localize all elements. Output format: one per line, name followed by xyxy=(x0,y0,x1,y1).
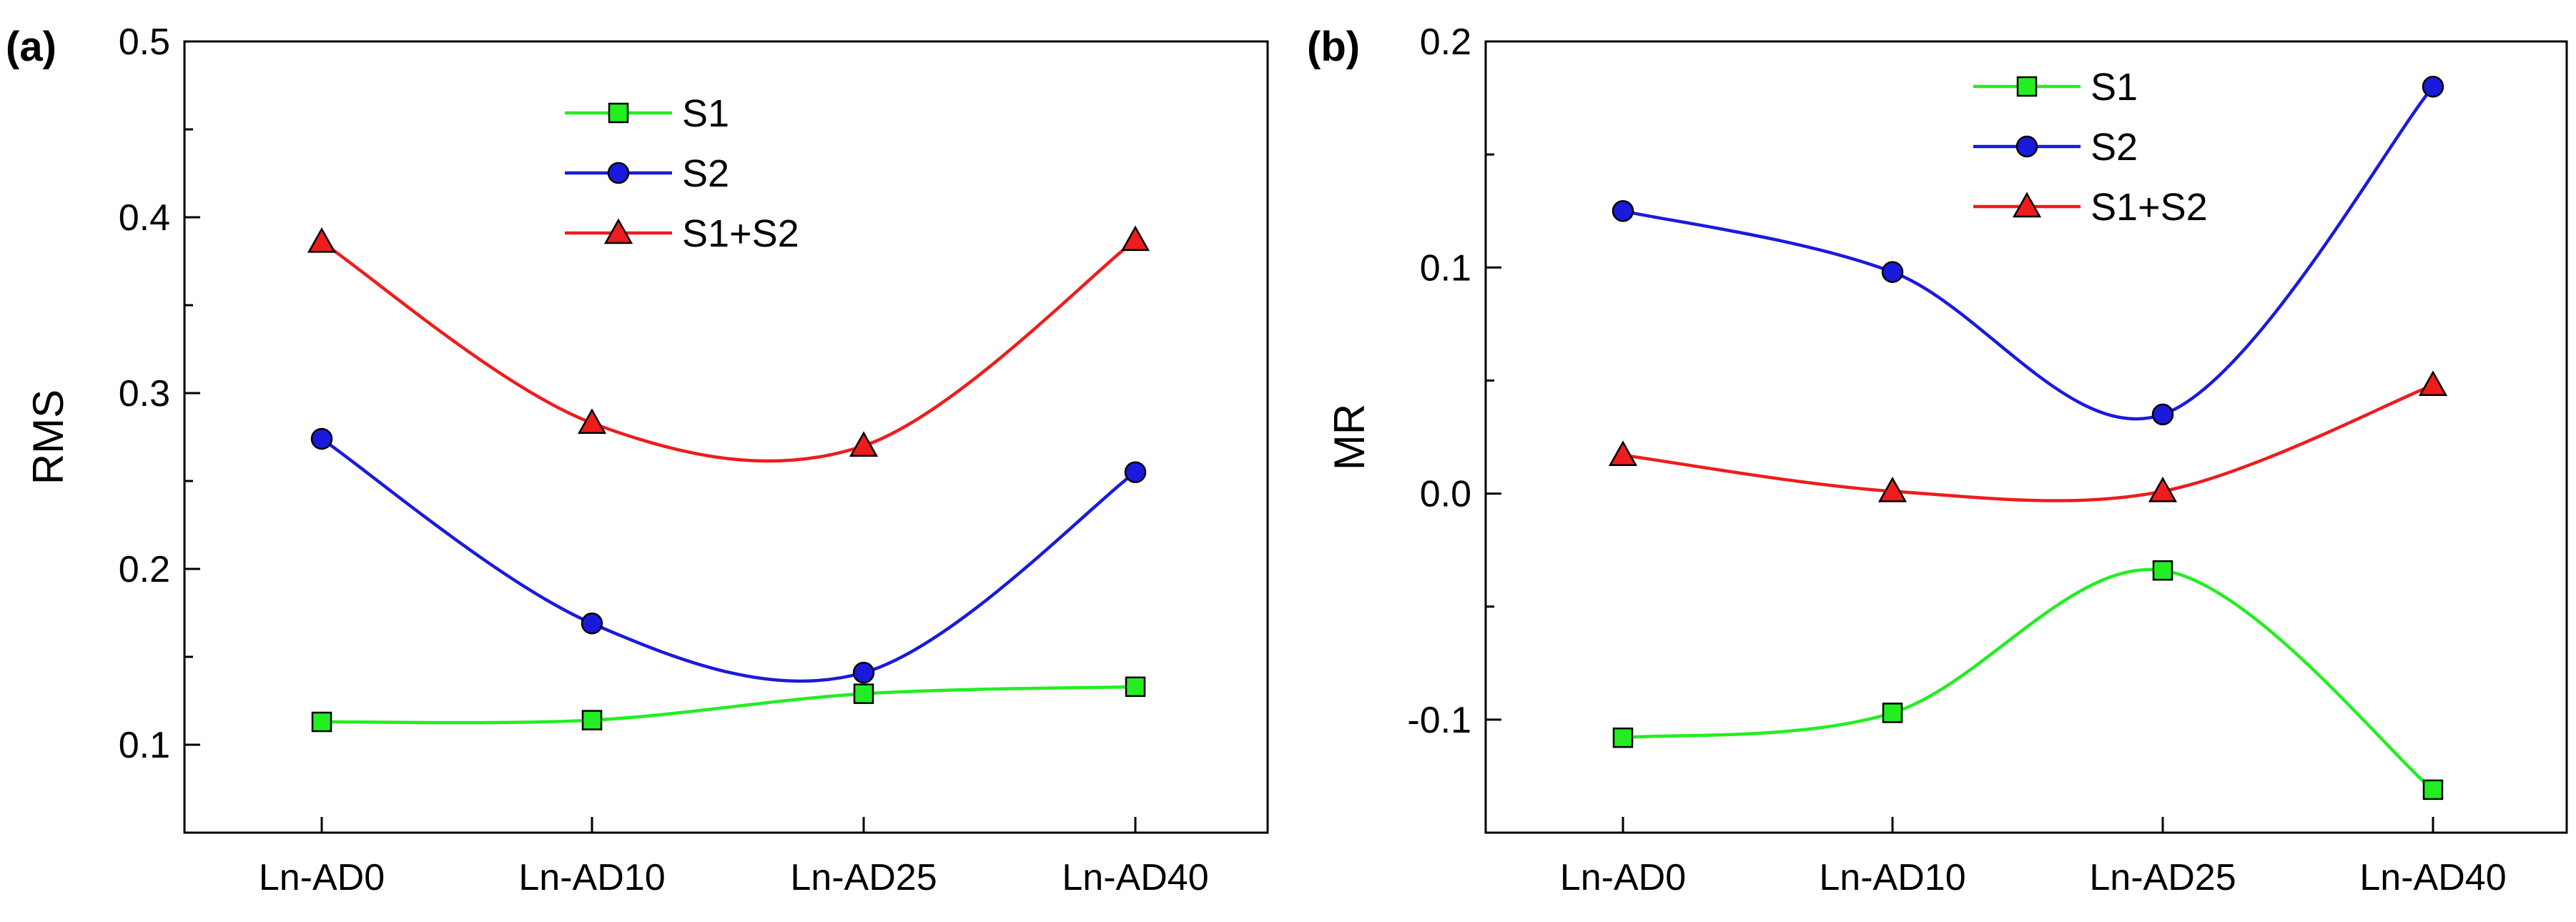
x-tick-label: Ln-AD10 xyxy=(518,857,665,898)
series-S1+S2 xyxy=(307,225,1150,463)
data-point xyxy=(581,710,603,730)
legend: S1 S2 S1+S2 xyxy=(1973,66,2208,229)
data-point xyxy=(311,711,332,733)
data-point xyxy=(852,661,875,684)
series-S1 xyxy=(1612,560,2444,800)
data-point xyxy=(853,683,874,704)
plot-frame xyxy=(183,40,1269,834)
data-point xyxy=(1608,440,1638,467)
legend-label: S1 xyxy=(2091,66,2138,109)
x-tick-label: Ln-AD25 xyxy=(2089,857,2236,898)
y-tick-label: 0.3 xyxy=(119,373,170,415)
series-line xyxy=(321,685,1136,725)
data-point xyxy=(581,613,603,635)
chart-panel-1: (a) 0.1 0.2 0.3 0.4 0.5 Ln-AD0 Ln-AD10 Ln-AD25 Ln… xyxy=(6,21,1269,898)
data-point xyxy=(1612,727,1634,748)
series-S2 xyxy=(1612,76,2444,426)
x-tick-label: Ln-AD25 xyxy=(790,857,937,898)
legend-label: S1 xyxy=(682,92,729,135)
legend-marker xyxy=(2015,135,2038,158)
series-S2 xyxy=(310,427,1147,684)
series-line xyxy=(1622,85,2434,421)
x-tick-label: Ln-AD40 xyxy=(2359,857,2506,898)
y-tick-label: 0.0 xyxy=(1420,474,1471,515)
y-tick-label: 0.1 xyxy=(119,725,170,766)
x-tick-label: Ln-AD10 xyxy=(1819,857,1965,898)
y-tick-label: 0.2 xyxy=(119,549,170,590)
series-line xyxy=(1622,383,2434,502)
legend-marker xyxy=(608,102,629,124)
chart-panel-2: (b) -0.1 0.0 0.1 0.2 Ln-AD0 Ln-AD10 Ln-AD25 Ln-A… xyxy=(1307,21,2568,898)
x-tick-label: Ln-AD0 xyxy=(1560,857,1686,898)
data-point xyxy=(2148,476,2178,502)
x-tick-label: Ln-AD0 xyxy=(259,857,385,898)
data-point xyxy=(1612,199,1634,222)
data-point xyxy=(1120,225,1150,252)
panel-label: (a) xyxy=(6,24,56,70)
data-point xyxy=(1125,676,1146,698)
data-point xyxy=(2422,779,2444,800)
data-point xyxy=(2422,76,2444,98)
legend-label: S1+S2 xyxy=(682,212,799,255)
series-S1+S2 xyxy=(1608,370,2448,502)
legend-label: S2 xyxy=(2091,126,2138,169)
y-tick-label: 0.2 xyxy=(1420,21,1471,63)
data-point xyxy=(2152,560,2173,581)
data-point xyxy=(1882,703,1903,723)
series-line xyxy=(320,437,1137,683)
legend-marker xyxy=(2012,192,2042,218)
series-line xyxy=(1622,567,2434,791)
legend-label: S1+S2 xyxy=(2091,186,2208,229)
legend-marker xyxy=(603,218,633,244)
y-axis-title: MR xyxy=(1326,404,1373,470)
data-point xyxy=(849,431,879,457)
panel-label: (b) xyxy=(1307,24,1360,70)
x-tick-label: Ln-AD40 xyxy=(1062,857,1208,898)
y-tick-label: -0.1 xyxy=(1407,700,1471,741)
data-point xyxy=(577,408,607,435)
data-point xyxy=(1124,461,1147,483)
legend-label: S2 xyxy=(682,152,729,195)
data-point xyxy=(310,427,333,450)
plot-frame xyxy=(1484,40,2568,834)
series-line xyxy=(320,239,1137,463)
y-tick-label: 0.5 xyxy=(119,21,170,63)
y-tick-label: 0.4 xyxy=(119,197,170,239)
y-axis-title: RMS xyxy=(24,390,72,485)
y-tick-label: 0.1 xyxy=(1420,247,1471,289)
legend: S1 S2 S1+S2 xyxy=(565,92,799,255)
data-point xyxy=(1877,476,1908,502)
data-point xyxy=(1881,261,1904,283)
data-point xyxy=(307,227,337,253)
legend-marker xyxy=(607,162,630,184)
legend-marker xyxy=(2016,76,2038,97)
series-S1 xyxy=(311,676,1146,733)
data-point xyxy=(2418,370,2448,396)
data-point xyxy=(2151,403,2174,426)
